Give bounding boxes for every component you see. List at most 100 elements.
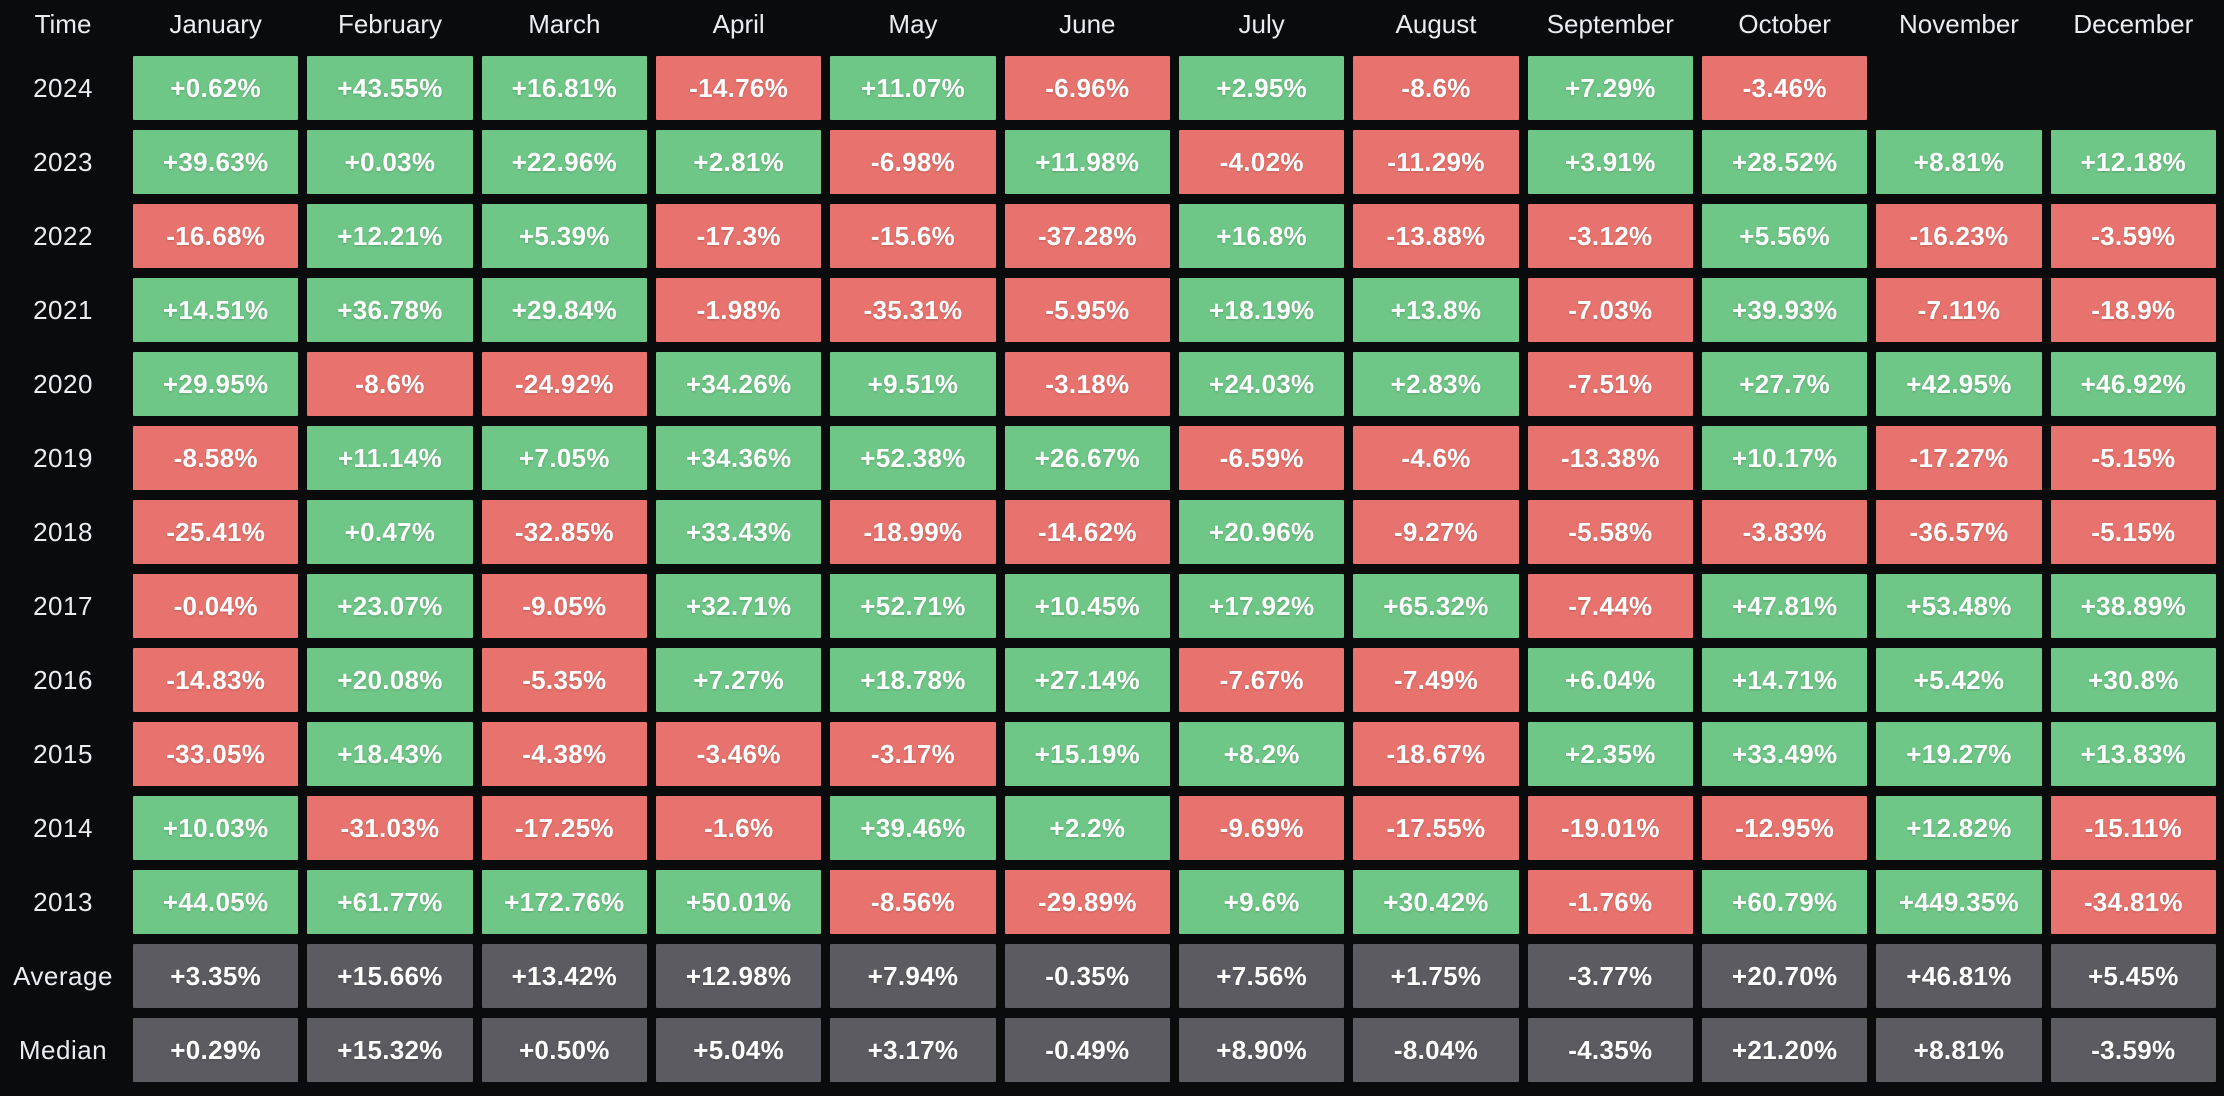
return-cell-2017-november: +53.48% [1876, 574, 2042, 638]
row-label: 2017 [33, 590, 93, 621]
empty-cell [1876, 56, 2041, 120]
return-cell-2018-january: -25.41% [133, 500, 299, 564]
return-cell-2018-may: -18.99% [830, 500, 996, 564]
row-label: 2019 [33, 442, 93, 473]
return-cell-median-april: +5.04% [655, 1018, 822, 1082]
return-cell-2021-january: +14.51% [133, 278, 299, 342]
return-cell-2015-november: +19.27% [1876, 722, 2042, 786]
table-row-2017: 2017 -0.04% +23.07% -9.05% +32.71% +52.71% +10… [2, 574, 2216, 638]
return-cell-2018-october: -3.83% [1701, 500, 1868, 564]
return-cell-2019-may: +52.38% [830, 426, 996, 490]
return-cell-2018-november: -36.57% [1876, 500, 2042, 564]
return-cell-2022-june: -37.28% [1004, 204, 1170, 268]
return-cell-2020-december: +46.92% [2050, 352, 2216, 416]
return-cell-2023-january: +39.63% [133, 130, 299, 194]
return-cell-2015-march: -4.38% [481, 722, 647, 786]
table-row-median: Median +0.29% +15.32% +0.50% +5.04% +3.17% -0.… [2, 1018, 2216, 1082]
return-cell-2019-december: -5.15% [2050, 426, 2216, 490]
return-cell-2022-may: -15.6% [830, 204, 996, 268]
table-row-2014: 2014 +10.03% -31.03% -17.25% -1.6% +39.46% +2.… [2, 796, 2216, 860]
row-label: 2024 [33, 72, 93, 103]
return-cell-2018-august: -9.27% [1353, 500, 1519, 564]
return-cell-2024-september: +7.29% [1527, 56, 1693, 120]
return-cell-2013-june: -29.89% [1004, 870, 1170, 934]
return-cell-median-september: -4.35% [1527, 1018, 1693, 1082]
return-cell-average-april: +12.98% [655, 944, 822, 1008]
return-cell-2019-july: -6.59% [1178, 426, 1345, 490]
return-cell-2014-january: +10.03% [133, 796, 299, 860]
return-cell-2014-november: +12.82% [1876, 796, 2042, 860]
return-cell-2023-april: +2.81% [655, 130, 822, 194]
return-cell-2017-july: +17.92% [1178, 574, 1345, 638]
table-row-2021: 2021 +14.51% +36.78% +29.84% -1.98% -35.31% -5… [2, 278, 2216, 342]
return-cell-2015-september: +2.35% [1527, 722, 1693, 786]
return-cell-2013-april: +50.01% [655, 870, 822, 934]
column-header-february: February [337, 8, 443, 39]
return-cell-2023-march: +22.96% [481, 130, 647, 194]
return-cell-2019-february: +11.14% [307, 426, 473, 490]
return-cell-2024-june: -6.96% [1004, 56, 1170, 120]
return-cell-average-june: -0.35% [1004, 944, 1170, 1008]
return-cell-2014-may: +39.46% [830, 796, 996, 860]
return-cell-median-february: +15.32% [307, 1018, 473, 1082]
return-cell-2021-may: -35.31% [830, 278, 996, 342]
column-header-may: May [888, 8, 938, 39]
return-cell-2013-november: +449.35% [1876, 870, 2042, 934]
return-cell-2022-november: -16.23% [1876, 204, 2042, 268]
return-cell-2016-november: +5.42% [1876, 648, 2042, 712]
return-cell-2016-march: -5.35% [481, 648, 647, 712]
return-cell-2017-december: +38.89% [2050, 574, 2216, 638]
return-cell-2015-april: -3.46% [655, 722, 822, 786]
return-cell-2017-april: +32.71% [655, 574, 822, 638]
return-cell-2014-august: -17.55% [1353, 796, 1519, 860]
row-label: 2013 [33, 886, 93, 917]
column-header-july: July [1238, 8, 1285, 39]
return-cell-2015-february: +18.43% [307, 722, 473, 786]
return-cell-2015-may: -3.17% [830, 722, 996, 786]
return-cell-2021-february: +36.78% [307, 278, 473, 342]
return-cell-2013-march: +172.76% [481, 870, 647, 934]
row-label: 2020 [33, 368, 93, 399]
return-cell-2020-april: +34.26% [655, 352, 822, 416]
return-cell-median-june: -0.49% [1004, 1018, 1170, 1082]
table-row-2024: 2024 +0.62% +43.55% +16.81% -14.76% +11.07% -6… [2, 56, 2216, 120]
return-cell-2019-october: +10.17% [1701, 426, 1868, 490]
return-cell-2022-september: -3.12% [1527, 204, 1693, 268]
return-cell-2019-march: +7.05% [481, 426, 647, 490]
return-cell-2021-august: +13.8% [1353, 278, 1519, 342]
return-cell-2015-october: +33.49% [1701, 722, 1868, 786]
table-row-2016: 2016 -14.83% +20.08% -5.35% +7.27% +18.78% +27… [2, 648, 2216, 712]
column-header-november: November [1899, 8, 2019, 39]
return-cell-average-december: +5.45% [2050, 944, 2216, 1008]
return-cell-2020-may: +9.51% [830, 352, 996, 416]
return-cell-2022-august: -13.88% [1353, 204, 1519, 268]
return-cell-2013-december: -34.81% [2050, 870, 2216, 934]
return-cell-2016-july: -7.67% [1178, 648, 1345, 712]
return-cell-2019-november: -17.27% [1876, 426, 2042, 490]
return-cell-2023-may: -6.98% [830, 130, 996, 194]
column-header-april: April [712, 8, 765, 39]
return-cell-2016-january: -14.83% [133, 648, 299, 712]
table-row-2020: 2020 +29.95% -8.6% -24.92% +34.26% +9.51% -3.1… [2, 352, 2216, 416]
return-cell-2018-february: +0.47% [307, 500, 473, 564]
return-cell-2023-october: +28.52% [1701, 130, 1868, 194]
return-cell-2013-august: +30.42% [1353, 870, 1519, 934]
header-row: Time January February March April May June Jul… [2, 2, 2216, 46]
return-cell-2021-september: -7.03% [1527, 278, 1693, 342]
return-cell-2023-november: +8.81% [1876, 130, 2042, 194]
return-cell-2021-july: +18.19% [1178, 278, 1345, 342]
return-cell-2023-august: -11.29% [1353, 130, 1519, 194]
return-cell-average-march: +13.42% [481, 944, 647, 1008]
return-cell-2024-may: +11.07% [830, 56, 996, 120]
return-cell-2019-june: +26.67% [1004, 426, 1170, 490]
return-cell-2015-june: +15.19% [1004, 722, 1170, 786]
return-cell-2019-april: +34.36% [655, 426, 822, 490]
return-cell-median-august: -8.04% [1353, 1018, 1519, 1082]
return-cell-2017-march: -9.05% [481, 574, 647, 638]
return-cell-median-november: +8.81% [1876, 1018, 2042, 1082]
return-cell-2017-june: +10.45% [1004, 574, 1170, 638]
column-header-october: October [1738, 8, 1831, 39]
return-cell-2016-may: +18.78% [830, 648, 996, 712]
return-cell-2023-december: +12.18% [2050, 130, 2216, 194]
return-cell-2014-march: -17.25% [481, 796, 647, 860]
